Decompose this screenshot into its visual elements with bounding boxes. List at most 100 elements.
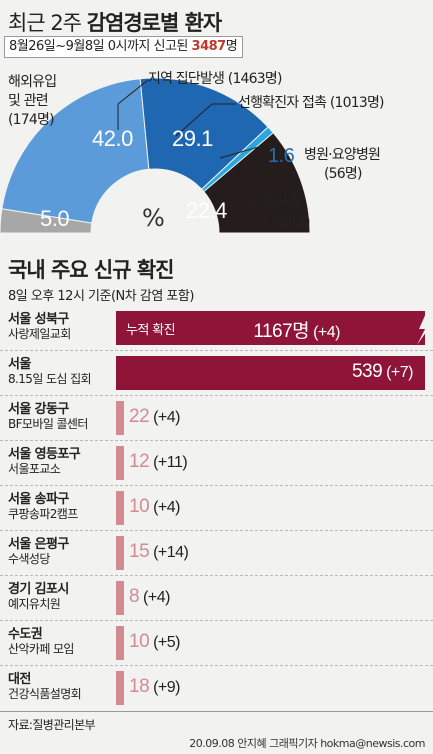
label-investigating: 조사중 (781명) (264, 194, 311, 232)
period-suffix: 명 (225, 39, 238, 54)
bar-value-label: 10 (129, 496, 150, 517)
title-light: 최근 2주 (8, 11, 82, 35)
bar-value-group: 18 (+9) (129, 676, 180, 698)
bar (116, 581, 124, 615)
row-divider (0, 620, 433, 621)
bar-value-label: 22 (129, 406, 150, 427)
credit-text: 20.09.08 안지혜 그래픽기자 hokma@newsis.com (189, 737, 425, 750)
row-divider (0, 530, 433, 531)
donut-center-percent: % (142, 204, 165, 232)
label-hospital: 병원·요양병원 (56명) (304, 146, 381, 184)
bar-inline-label: 누적 확진 (126, 323, 176, 338)
bar-increase-label: (+5) (149, 634, 180, 651)
row-divider (0, 395, 433, 396)
title-bold: 감염경로별 환자 (86, 11, 223, 35)
bar-value-label: 18 (129, 676, 150, 697)
bar-section-subtitle: 8일 오후 12시 기준(N차 감염 포함) (8, 289, 194, 304)
source-text: 자료:질병관리본부 (8, 718, 96, 732)
label-overseas-line1: 해외유입 (8, 74, 57, 90)
bar-category-cluster: 쿠팡송파2캠프 (8, 507, 78, 521)
bar (116, 356, 425, 390)
bar-increase-label: (+11) (149, 454, 188, 471)
bar-row: 대전 건강식품설명회 18 (+9) (0, 665, 433, 710)
bar-category-region: 서울 은평구 (8, 537, 69, 552)
row-divider (0, 575, 433, 576)
bar-value-group: 12 (+11) (129, 451, 188, 473)
bar-value-group: 15 (+14) (129, 541, 189, 563)
bar-increase-label: (+7) (382, 364, 413, 381)
bar-increase-label: (+9) (149, 679, 180, 696)
bar-category-region: 서울 송파구 (8, 492, 69, 507)
bar-value-group: 10 (+4) (129, 496, 180, 518)
period-prefix: 8월26일~9월8일 0시까지 신고된 (9, 39, 188, 54)
footer-rule (0, 711, 433, 712)
label-hospital-line1: 병원·요양병원 (304, 147, 381, 163)
bar-category-cluster: BF모바일 콜센터 (8, 417, 88, 431)
bar-category-cluster: 서울포교소 (8, 462, 61, 476)
bar-category-region: 수도권 (8, 627, 43, 642)
bar (116, 311, 425, 345)
leader-contact (175, 103, 213, 137)
bar-value-label: 8 (129, 586, 140, 607)
bar-value-label: 12 (129, 451, 150, 472)
donut-chart (0, 77, 433, 250)
slice-label-overseas: 5.0 (40, 206, 70, 231)
bar (116, 491, 124, 525)
slice-label-local: 42.0 (92, 126, 133, 151)
row-divider (0, 350, 433, 351)
bar-category-region: 대전 (8, 672, 31, 687)
bar-value-label: 539 (351, 361, 383, 382)
leader-hospital (219, 145, 263, 159)
bar-section-title: 국내 주요 신규 확진 (8, 258, 174, 282)
label-overseas: 해외유입 및 관련 (174명) (8, 73, 57, 130)
bar-category-region: 서울 (8, 357, 31, 372)
bar-increase-label: (+4) (139, 589, 170, 606)
bar (116, 626, 124, 660)
row-divider (0, 485, 433, 486)
bar (116, 401, 124, 435)
bar-category-cluster: 예지유치원 (8, 597, 61, 611)
bar-value-group: 8 (+4) (129, 586, 170, 608)
label-overseas-line3: (174명) (8, 112, 55, 128)
break-mark-icon (417, 311, 433, 345)
leader-local-2 (117, 79, 149, 105)
bar-row: 서울 성북구 사랑제일교회 누적 확진 1167명 (+4) (0, 305, 433, 350)
period-total: 3487 (191, 39, 227, 54)
bar-category-cluster: 산악카페 모임 (8, 642, 74, 656)
bar-category-region: 서울 성북구 (8, 312, 69, 327)
slice-label-contact: 29.1 (172, 126, 213, 151)
bar-increase-label: (+4) (149, 499, 180, 516)
slice-label-hospital: 1.6 (268, 145, 295, 167)
bar-category-region: 경기 김포시 (8, 582, 69, 597)
bar-increase-label: (+4) (309, 324, 340, 341)
label-contact: 선행확진자 접촉 (1013명) (238, 95, 385, 111)
label-investigating-line2: (781명) (264, 214, 311, 230)
bar-chart: 서울 성북구 사랑제일교회 누적 확진 1167명 (+4) 서울 8.15일 도심 집회… (0, 305, 433, 710)
label-investigating-line1: 조사중 (264, 195, 301, 211)
row-divider (0, 665, 433, 666)
bar-increase-label: (+14) (149, 544, 189, 561)
bar (116, 446, 124, 480)
bar-row: 서울 8.15일 도심 집회 539 (+7) (0, 350, 433, 395)
bar-row: 서울 송파구 쿠팡송파2캠프 10 (+4) (0, 485, 433, 530)
page-title: 최근 2주 감염경로별 환자 (8, 7, 223, 37)
bar-category-region: 서울 강동구 (8, 402, 69, 417)
row-divider (0, 440, 433, 441)
slice-label-investigating: 22.4 (186, 198, 227, 223)
label-local: 지역 집단발생 (1463명) (148, 71, 282, 87)
bar-row: 서울 강동구 BF모바일 콜센터 22 (+4) (0, 395, 433, 440)
label-overseas-line2: 및 관련 (8, 93, 49, 109)
bar-value-group: 539 (+7) (351, 361, 414, 383)
bar-category-cluster: 수색성당 (8, 552, 50, 566)
bar (116, 536, 124, 570)
bar-row: 서울 영등포구 서울포교소 12 (+11) (0, 440, 433, 485)
donut-slices (0, 77, 433, 250)
donut-slice-investigating (203, 132, 311, 234)
donut-slice-local (1, 78, 150, 224)
period-box: 8월26일~9월8일 0시까지 신고된 3487명 (4, 36, 243, 58)
bar-increase-label: (+4) (149, 409, 180, 426)
donut-base-mask (0, 233, 433, 250)
bar-row: 수도권 산악카페 모임 10 (+5) (0, 620, 433, 665)
bar-value-group: 22 (+4) (129, 406, 180, 428)
bar-row: 서울 은평구 수색성당 15 (+14) (0, 530, 433, 575)
